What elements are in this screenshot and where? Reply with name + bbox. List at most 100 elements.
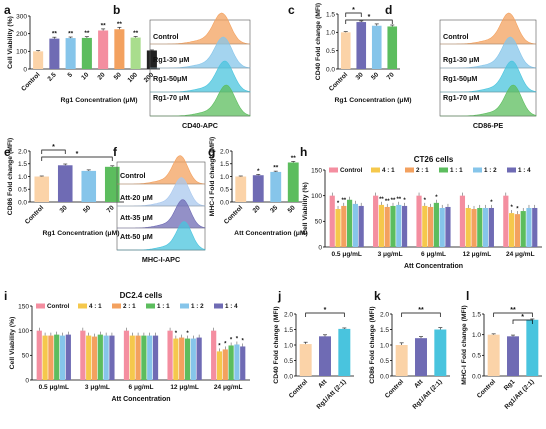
bar: [216, 351, 223, 380]
bar: [270, 171, 282, 202]
category-label: 12 μg/mL: [170, 384, 199, 391]
bar: [235, 176, 247, 202]
panel-c: 0.0 0.5 1.0 1.5 Control 30 50 70 * * CD40 Fold cha…: [315, 3, 412, 104]
y-tick-label: 0.0: [220, 199, 229, 206]
significance-label: *: [242, 339, 245, 345]
bar: [86, 335, 92, 380]
legend-label: 1 : 2: [484, 167, 497, 174]
x-axis-label: Att Concentration (μM): [234, 230, 308, 237]
category-label: Control: [24, 204, 45, 225]
panel-letter: i: [4, 289, 7, 303]
legend-label: 2 : 1: [416, 167, 429, 174]
y-tick-label: 200: [16, 31, 27, 38]
bar: [422, 205, 428, 247]
significance-label: **: [510, 307, 516, 314]
significance-label: *: [76, 151, 79, 158]
panel-letter: g: [208, 145, 215, 159]
category-label: 6 μg/mL: [129, 384, 154, 391]
y-axis-label: CD40 Fold change (MFI): [315, 3, 322, 80]
histogram-label: Att-35 μM: [120, 213, 153, 222]
panel-letter: j: [277, 289, 281, 303]
y-tick-label: 0: [23, 66, 27, 73]
x-axis-label: CD40-APC: [182, 121, 218, 130]
legend-label: 1 : 4: [518, 167, 531, 174]
y-tick-label: 2.0: [18, 148, 27, 155]
category-label: 3 μg/mL: [378, 251, 403, 258]
panel-letter: b: [113, 3, 120, 17]
legend-label: Control: [47, 303, 70, 310]
y-tick-label: 0.0: [284, 373, 293, 380]
y-tick-label: 150: [18, 303, 29, 310]
legend-swatch: [214, 303, 223, 309]
category-label: Att: [413, 378, 425, 390]
legend-swatch: [78, 303, 87, 309]
significance-label: **: [391, 198, 396, 204]
significance-label: *: [186, 331, 189, 337]
y-axis-label: MHC-I Fold change (MFI): [209, 137, 216, 217]
significance-label: *: [435, 195, 438, 201]
y-axis-label: CD86 Fold change (MFI): [7, 138, 14, 215]
bar: [48, 335, 54, 380]
bar: [433, 202, 439, 247]
legend-label: 1 : 1: [157, 303, 170, 310]
bar: [487, 334, 500, 376]
bar: [98, 30, 109, 70]
y-tick-label: 100: [16, 49, 27, 56]
bar: [190, 338, 196, 380]
category-label: 3 μg/mL: [85, 384, 110, 391]
y-tick-label: 0: [25, 377, 29, 384]
y-tick-label: 0.0: [380, 373, 389, 380]
bar: [49, 38, 60, 69]
category-label: Att: [317, 378, 329, 390]
bar: [378, 204, 385, 247]
bar: [507, 336, 519, 376]
bar: [514, 214, 520, 247]
bar: [428, 206, 434, 247]
significance-label: **: [101, 22, 107, 29]
bar: [173, 338, 179, 380]
significance-label: **: [291, 155, 297, 162]
legend-swatch: [180, 303, 189, 309]
bar: [439, 207, 445, 247]
bar: [390, 205, 396, 247]
legend-swatch: [405, 167, 414, 173]
histogram-label: Rg1-30 μM: [153, 55, 189, 64]
significance-label: **: [396, 197, 401, 203]
panel-b: Control Rg1-30 μM Rg1-50μM Rg1-70 μM CD40-AP…: [149, 12, 251, 130]
bar: [299, 344, 312, 376]
panel-letter: c: [288, 3, 295, 17]
bar: [532, 207, 538, 247]
y-tick-label: 0: [318, 244, 322, 251]
bar: [91, 336, 98, 380]
bar: [146, 50, 157, 69]
significance-label: *: [337, 201, 340, 207]
bar: [65, 38, 76, 69]
bar: [59, 335, 66, 380]
bar: [395, 345, 408, 376]
bar: [482, 207, 489, 247]
y-tick-label: 0.5: [326, 48, 335, 55]
y-axis-label: CD40 Fold change (MFI): [273, 306, 280, 383]
y-tick-label: 1.0: [472, 332, 481, 339]
bar: [371, 25, 382, 69]
y-tick-label: 50: [315, 219, 323, 226]
histogram-label: Rg1-50μM: [153, 74, 187, 83]
y-tick-label: 0.0: [326, 66, 335, 73]
y-tick-label: 1.0: [326, 30, 335, 37]
bar: [65, 334, 71, 380]
y-tick-label: 0.5: [380, 358, 389, 365]
legend-label: 4 : 1: [382, 167, 395, 174]
histogram-label: Rg1-50μM: [443, 74, 477, 83]
panel-f: Control Att-20 μM Att-35 μM Att-50 μM MHC-I-…: [116, 155, 206, 264]
bar: [358, 205, 364, 247]
legend-swatch: [507, 167, 516, 173]
y-tick-label: 1.0: [284, 342, 293, 349]
y-tick-label: 50: [22, 353, 30, 360]
significance-label: **: [385, 199, 390, 205]
significance-label: *: [352, 7, 355, 14]
significance-label: *: [510, 205, 513, 211]
y-tick-label: 1.5: [18, 161, 27, 168]
y-tick-label: 1.0: [380, 342, 389, 349]
